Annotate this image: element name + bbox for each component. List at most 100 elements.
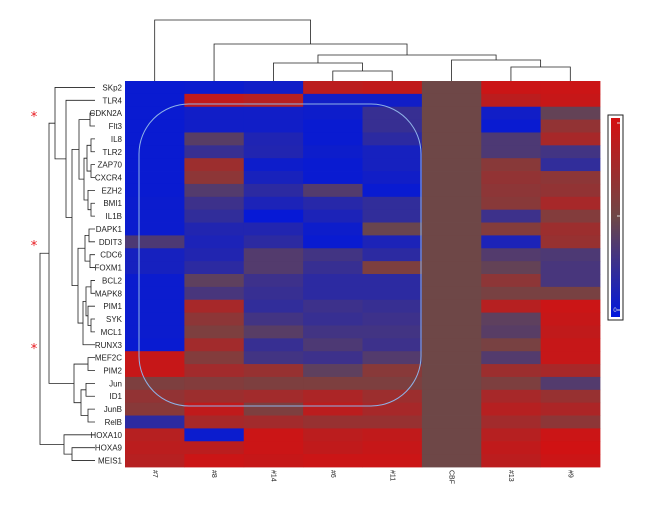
row-label: CDKN2A bbox=[90, 109, 123, 118]
heatmap-cell bbox=[184, 132, 245, 146]
heatmap-cell bbox=[303, 454, 363, 468]
heatmap-cell bbox=[421, 196, 482, 211]
row-dendrogram bbox=[39, 87, 95, 461]
heatmap-cell bbox=[362, 286, 423, 301]
heatmap-cell bbox=[540, 454, 601, 468]
dendrogram-link bbox=[85, 382, 95, 397]
dendrogram-link bbox=[90, 138, 95, 153]
heatmap-cell bbox=[184, 454, 245, 468]
heatmap-cell bbox=[303, 248, 363, 262]
heatmap-cell bbox=[421, 299, 482, 313]
heatmap-cell bbox=[184, 415, 245, 429]
heatmap-cell bbox=[362, 106, 423, 120]
heatmap-cell bbox=[184, 248, 245, 262]
heatmap-cell bbox=[362, 312, 423, 326]
heatmap-cell bbox=[125, 312, 185, 326]
row-label: IL8 bbox=[111, 135, 123, 144]
row-label: CXCR4 bbox=[95, 174, 123, 183]
column-label: #8 bbox=[210, 470, 217, 478]
heatmap-cell bbox=[184, 119, 245, 133]
heatmap-cell bbox=[125, 132, 185, 146]
significance-marker: * bbox=[31, 342, 38, 357]
heatmap-cell bbox=[540, 158, 601, 172]
heatmap-cell bbox=[421, 389, 482, 404]
heatmap-cell bbox=[540, 183, 601, 198]
heatmap-cell bbox=[481, 286, 542, 301]
heatmap-cell bbox=[303, 299, 363, 313]
heatmap-cell bbox=[303, 286, 363, 301]
heatmap-cell bbox=[362, 119, 423, 133]
row-label: CDC6 bbox=[100, 251, 122, 260]
row-label: MCL1 bbox=[101, 328, 123, 337]
heatmap-cell bbox=[540, 261, 601, 275]
heatmap-cell bbox=[184, 106, 245, 120]
heatmap-cell bbox=[303, 441, 363, 455]
row-label: HOXA10 bbox=[90, 431, 122, 440]
heatmap-cell bbox=[243, 248, 304, 262]
dendrogram-link bbox=[48, 122, 74, 384]
heatmap-cell bbox=[303, 376, 363, 391]
heatmap-cell bbox=[481, 196, 542, 211]
heatmap-cell bbox=[184, 351, 245, 365]
heatmap-cell bbox=[481, 158, 542, 172]
heatmap-cell bbox=[362, 196, 423, 211]
heatmap-cell bbox=[184, 145, 245, 159]
heatmap-cell bbox=[243, 81, 304, 95]
highlight-outline bbox=[138, 103, 422, 407]
heatmap-cell bbox=[184, 222, 245, 236]
colorbar-gradient bbox=[611, 118, 620, 317]
heatmap-cell bbox=[481, 274, 542, 288]
heatmap-cell bbox=[362, 376, 423, 391]
heatmap-cell bbox=[243, 338, 304, 352]
dendrogram-link bbox=[85, 286, 91, 317]
heatmap-cell bbox=[184, 441, 245, 455]
heatmap-cell bbox=[125, 299, 185, 313]
heatmap-cell bbox=[362, 364, 423, 378]
heatmap-cell bbox=[125, 325, 185, 339]
heatmap-cell bbox=[362, 261, 423, 275]
heatmap-cell bbox=[362, 325, 423, 339]
heatmap-cell bbox=[243, 106, 304, 120]
dendrogram-link bbox=[39, 252, 64, 445]
highlight-region bbox=[138, 103, 422, 407]
heatmap-cell bbox=[481, 171, 542, 185]
dendrogram-link bbox=[88, 228, 95, 243]
heatmap-cell bbox=[243, 299, 304, 313]
heatmap-cell bbox=[125, 248, 185, 262]
row-label: SYK bbox=[106, 315, 123, 324]
heatmap-cell bbox=[540, 209, 601, 223]
heatmap-cell bbox=[540, 376, 601, 391]
dendrogram-link bbox=[78, 119, 90, 180]
heatmap-cell bbox=[481, 222, 542, 236]
row-labels: SKp2 TLR4 CDKN2A Flt3 IL8 TLR2 ZAP70 CXCR4 EZH2 B… bbox=[90, 83, 123, 465]
heatmap-cell bbox=[243, 145, 304, 159]
row-label: BCL2 bbox=[102, 276, 123, 285]
heatmap-cell bbox=[540, 428, 601, 442]
heatmap-cell bbox=[184, 312, 245, 326]
significance-marker: * bbox=[31, 239, 38, 254]
heatmap-cell bbox=[362, 93, 423, 108]
heatmap-cell bbox=[481, 376, 542, 391]
heatmap-cell bbox=[303, 351, 363, 365]
heatmap-cell bbox=[481, 235, 542, 249]
dendrogram-link bbox=[332, 70, 393, 81]
heatmap-cell bbox=[421, 402, 482, 416]
column-label: #11 bbox=[388, 470, 395, 481]
heatmap-cell bbox=[125, 364, 185, 378]
heatmap-cell bbox=[481, 106, 542, 120]
heatmap-cell bbox=[303, 132, 363, 146]
heatmap-cell bbox=[362, 389, 423, 404]
heatmap-cell bbox=[125, 428, 185, 442]
heatmap-cell bbox=[481, 428, 542, 442]
row-label: PIM1 bbox=[103, 302, 122, 311]
heatmap-cell bbox=[540, 248, 601, 262]
heatmap-cell bbox=[303, 312, 363, 326]
heatmap-cell bbox=[362, 81, 423, 95]
heatmap-cell bbox=[243, 402, 304, 416]
heatmap-cell bbox=[125, 158, 185, 172]
heatmap-cell bbox=[243, 325, 304, 339]
dendrogram-link bbox=[82, 300, 95, 346]
heatmap-cell bbox=[421, 209, 482, 223]
column-label: #9 bbox=[566, 470, 573, 478]
